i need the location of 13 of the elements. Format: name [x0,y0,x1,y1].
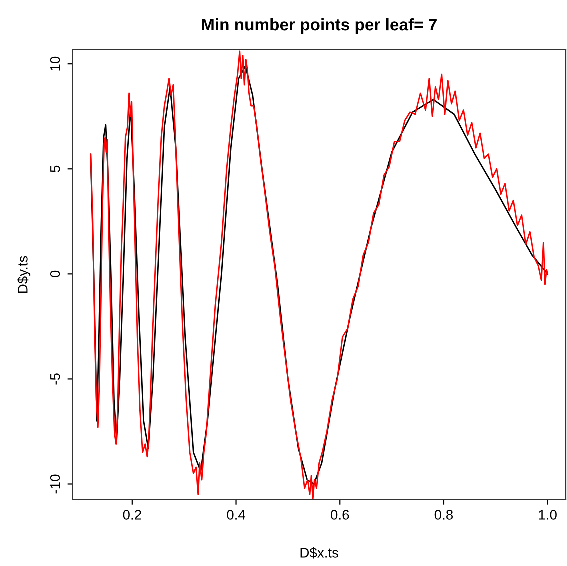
y-tick-label: -10 [50,474,60,494]
x-axis-title: D$x.ts [300,547,339,559]
y-tick-label: 10 [50,56,60,71]
x-tick-label: 0.2 [123,510,142,520]
x-tick-label: 1.0 [539,510,557,520]
x-tick-label: 0.4 [227,510,246,520]
chart-title: Min number points per leaf= 7 [202,18,437,34]
x-tick-label: 0.6 [331,510,350,520]
y-tick-label: 0 [50,270,60,278]
x-tick-label: 0.8 [434,510,454,520]
y-axis-title: D$y.ts [17,256,31,294]
y-tick-label: -5 [50,374,60,385]
y-tick-label: 5 [50,166,60,172]
